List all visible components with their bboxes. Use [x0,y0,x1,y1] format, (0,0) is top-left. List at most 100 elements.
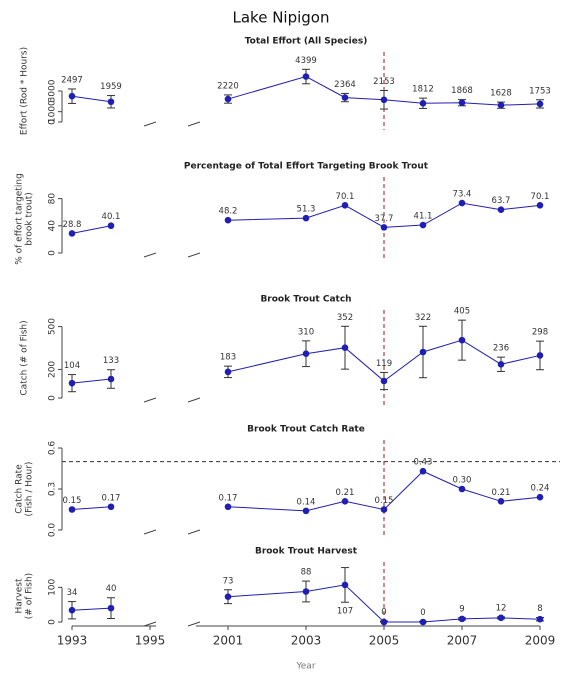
value-label: 34 [67,588,78,598]
value-label: 41.1 [414,212,433,222]
series-line [227,584,541,623]
value-label: 37.7 [375,214,394,224]
value-label: 0.15 [63,496,82,506]
value-label: 2220 [217,81,239,91]
data-point [107,98,115,106]
axis-break [187,252,201,258]
axis-break [187,121,201,127]
data-point [107,604,115,612]
panel-title: Percentage of Total Effort Targeting Bro… [184,162,429,172]
value-label: 12 [496,603,507,613]
value-label: 88 [301,568,312,578]
data-point [536,202,544,209]
y-tick-label: 1000 [48,100,58,123]
y-axis-label: Catch Rate [15,464,25,514]
value-label: 0.43 [414,458,433,468]
data-point [302,214,310,222]
y-axis-label: Catch (# of Fish) [20,320,30,395]
value-label: 104 [64,361,80,371]
data-point [107,222,115,230]
data-point [68,92,76,100]
y-tick-label: 0 [48,119,58,125]
data-point [302,588,310,595]
data-point [536,100,544,108]
data-point [458,485,466,493]
value-label: 73 [223,576,234,586]
value-label: 298 [532,328,548,338]
data-point [419,348,427,356]
y-tick-label: 100 [48,578,58,595]
y-tick-label: 0.6 [48,441,58,456]
data-point [302,73,310,80]
data-point [380,618,388,626]
value-label: 119 [376,359,392,369]
data-point [497,360,505,368]
axis-break [143,397,157,403]
series-line [71,378,112,384]
value-label: 48.2 [219,207,238,217]
value-label: 63.7 [492,196,511,206]
y-axis-label: brook trout) [25,192,35,246]
value-label: 70.1 [336,192,355,202]
y-axis-label: Effort (Rod * Hours) [20,47,30,135]
series-line [71,225,112,234]
y-axis-label: (Fish / Hour) [25,462,35,517]
y-tick-label: 0 [48,619,58,625]
y-tick-label: 3000 [48,79,58,102]
data-point [68,606,76,614]
data-point [458,336,466,344]
data-point [68,506,76,513]
y-tick-label: 0.3 [48,482,58,496]
data-point [419,618,427,626]
value-label: 0.17 [219,493,238,503]
data-point [341,202,349,209]
value-label: 4399 [295,56,317,66]
x-axis-label: Year [295,662,315,672]
axis-break [143,121,157,127]
x-tick-label: 2007 [447,634,478,648]
y-tick-label: 0.0 [48,523,58,538]
data-point [536,352,544,359]
y-tick-label: 0 [48,395,58,401]
panel-title: Brook Trout Catch [260,295,351,305]
data-point [302,350,310,358]
panel-title: Brook Trout Harvest [255,547,358,557]
data-point [497,101,505,109]
y-tick-label: 200 [48,361,58,378]
data-point [380,96,388,104]
value-label: 0.30 [453,476,472,486]
data-point [497,498,505,505]
axis-break [143,529,157,535]
x-tick-label: 2005 [369,634,400,648]
value-label: 51.3 [297,205,316,215]
value-label: 40.1 [102,212,121,222]
data-point [341,581,349,589]
value-label: 2364 [334,80,356,90]
axis-break [143,252,157,258]
data-point [224,593,232,600]
data-point [107,503,115,511]
data-point [419,467,427,475]
value-label: 1628 [490,89,512,99]
series-line [71,506,112,510]
axis-break [187,529,201,535]
y-tick-label: 80 [48,193,58,205]
data-point [458,615,466,623]
data-point [68,379,76,387]
value-label: 0.21 [336,488,355,498]
value-label: 9 [459,604,464,614]
value-label: 133 [103,356,119,366]
data-point [341,498,349,505]
value-label: 183 [220,353,236,363]
value-label: 70.1 [531,192,550,202]
value-label: 73.4 [453,190,472,200]
y-axis-label: Harvest [15,578,25,614]
value-label: 0.17 [102,493,121,503]
axis-break [187,621,201,627]
value-label: 1868 [451,86,473,96]
value-label: 405 [454,307,470,317]
value-label: 0.14 [297,497,316,507]
y-axis-label: (# of Fish) [25,573,35,619]
value-label: 0 [420,608,425,618]
